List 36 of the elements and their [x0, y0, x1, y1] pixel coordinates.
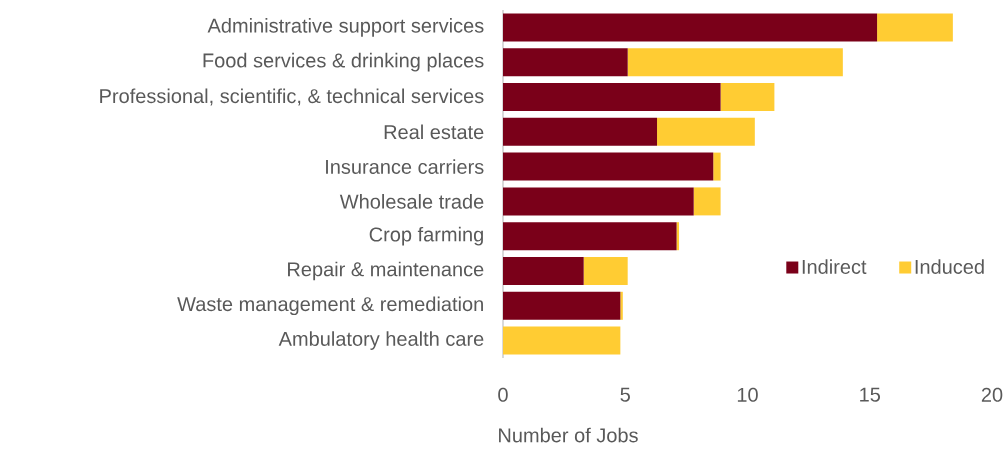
y-tick-label: Wholesale trade [339, 194, 484, 209]
bar [877, 13, 953, 42]
bar [693, 187, 721, 216]
y-tick-label: Administrative support services [207, 18, 484, 37]
x-tick-label: 10 [737, 387, 758, 402]
bar [620, 291, 623, 320]
y-tick-label: Repair & maintenance [288, 261, 484, 281]
bar [720, 83, 775, 111]
bar [503, 291, 621, 320]
x-tick-label: 5 [620, 387, 630, 402]
x-tick-label: 20 [981, 387, 1003, 402]
bar [503, 187, 694, 216]
bar [503, 83, 721, 111]
bar [503, 13, 878, 42]
legend-label: Indirect [802, 259, 867, 274]
x-tick-label: 0 [498, 387, 508, 402]
bar [627, 48, 843, 77]
x-axis-title: Number of Jobs [499, 427, 638, 443]
bar [503, 222, 677, 251]
bar [503, 48, 628, 77]
bar [503, 326, 621, 355]
y-tick-label: Professional, scientific, & technical services [100, 88, 484, 106]
bar [657, 117, 755, 146]
legend-label: Induced [915, 259, 984, 274]
bar [503, 256, 584, 285]
y-tick-label: Crop farming [369, 226, 483, 246]
x-tick-label: 15 [860, 387, 881, 402]
bar [503, 152, 714, 181]
bar [713, 152, 721, 181]
bar [583, 256, 628, 285]
y-tick-label: Ambulatory health care [278, 331, 484, 350]
y-tick-label: Waste management & remediation [177, 296, 483, 316]
y-tick-label: Insurance carriers [326, 159, 484, 174]
y-tick-label: Food services & drinking places [203, 52, 484, 72]
y-tick-label: Real estate [384, 124, 484, 140]
bar [503, 117, 658, 146]
